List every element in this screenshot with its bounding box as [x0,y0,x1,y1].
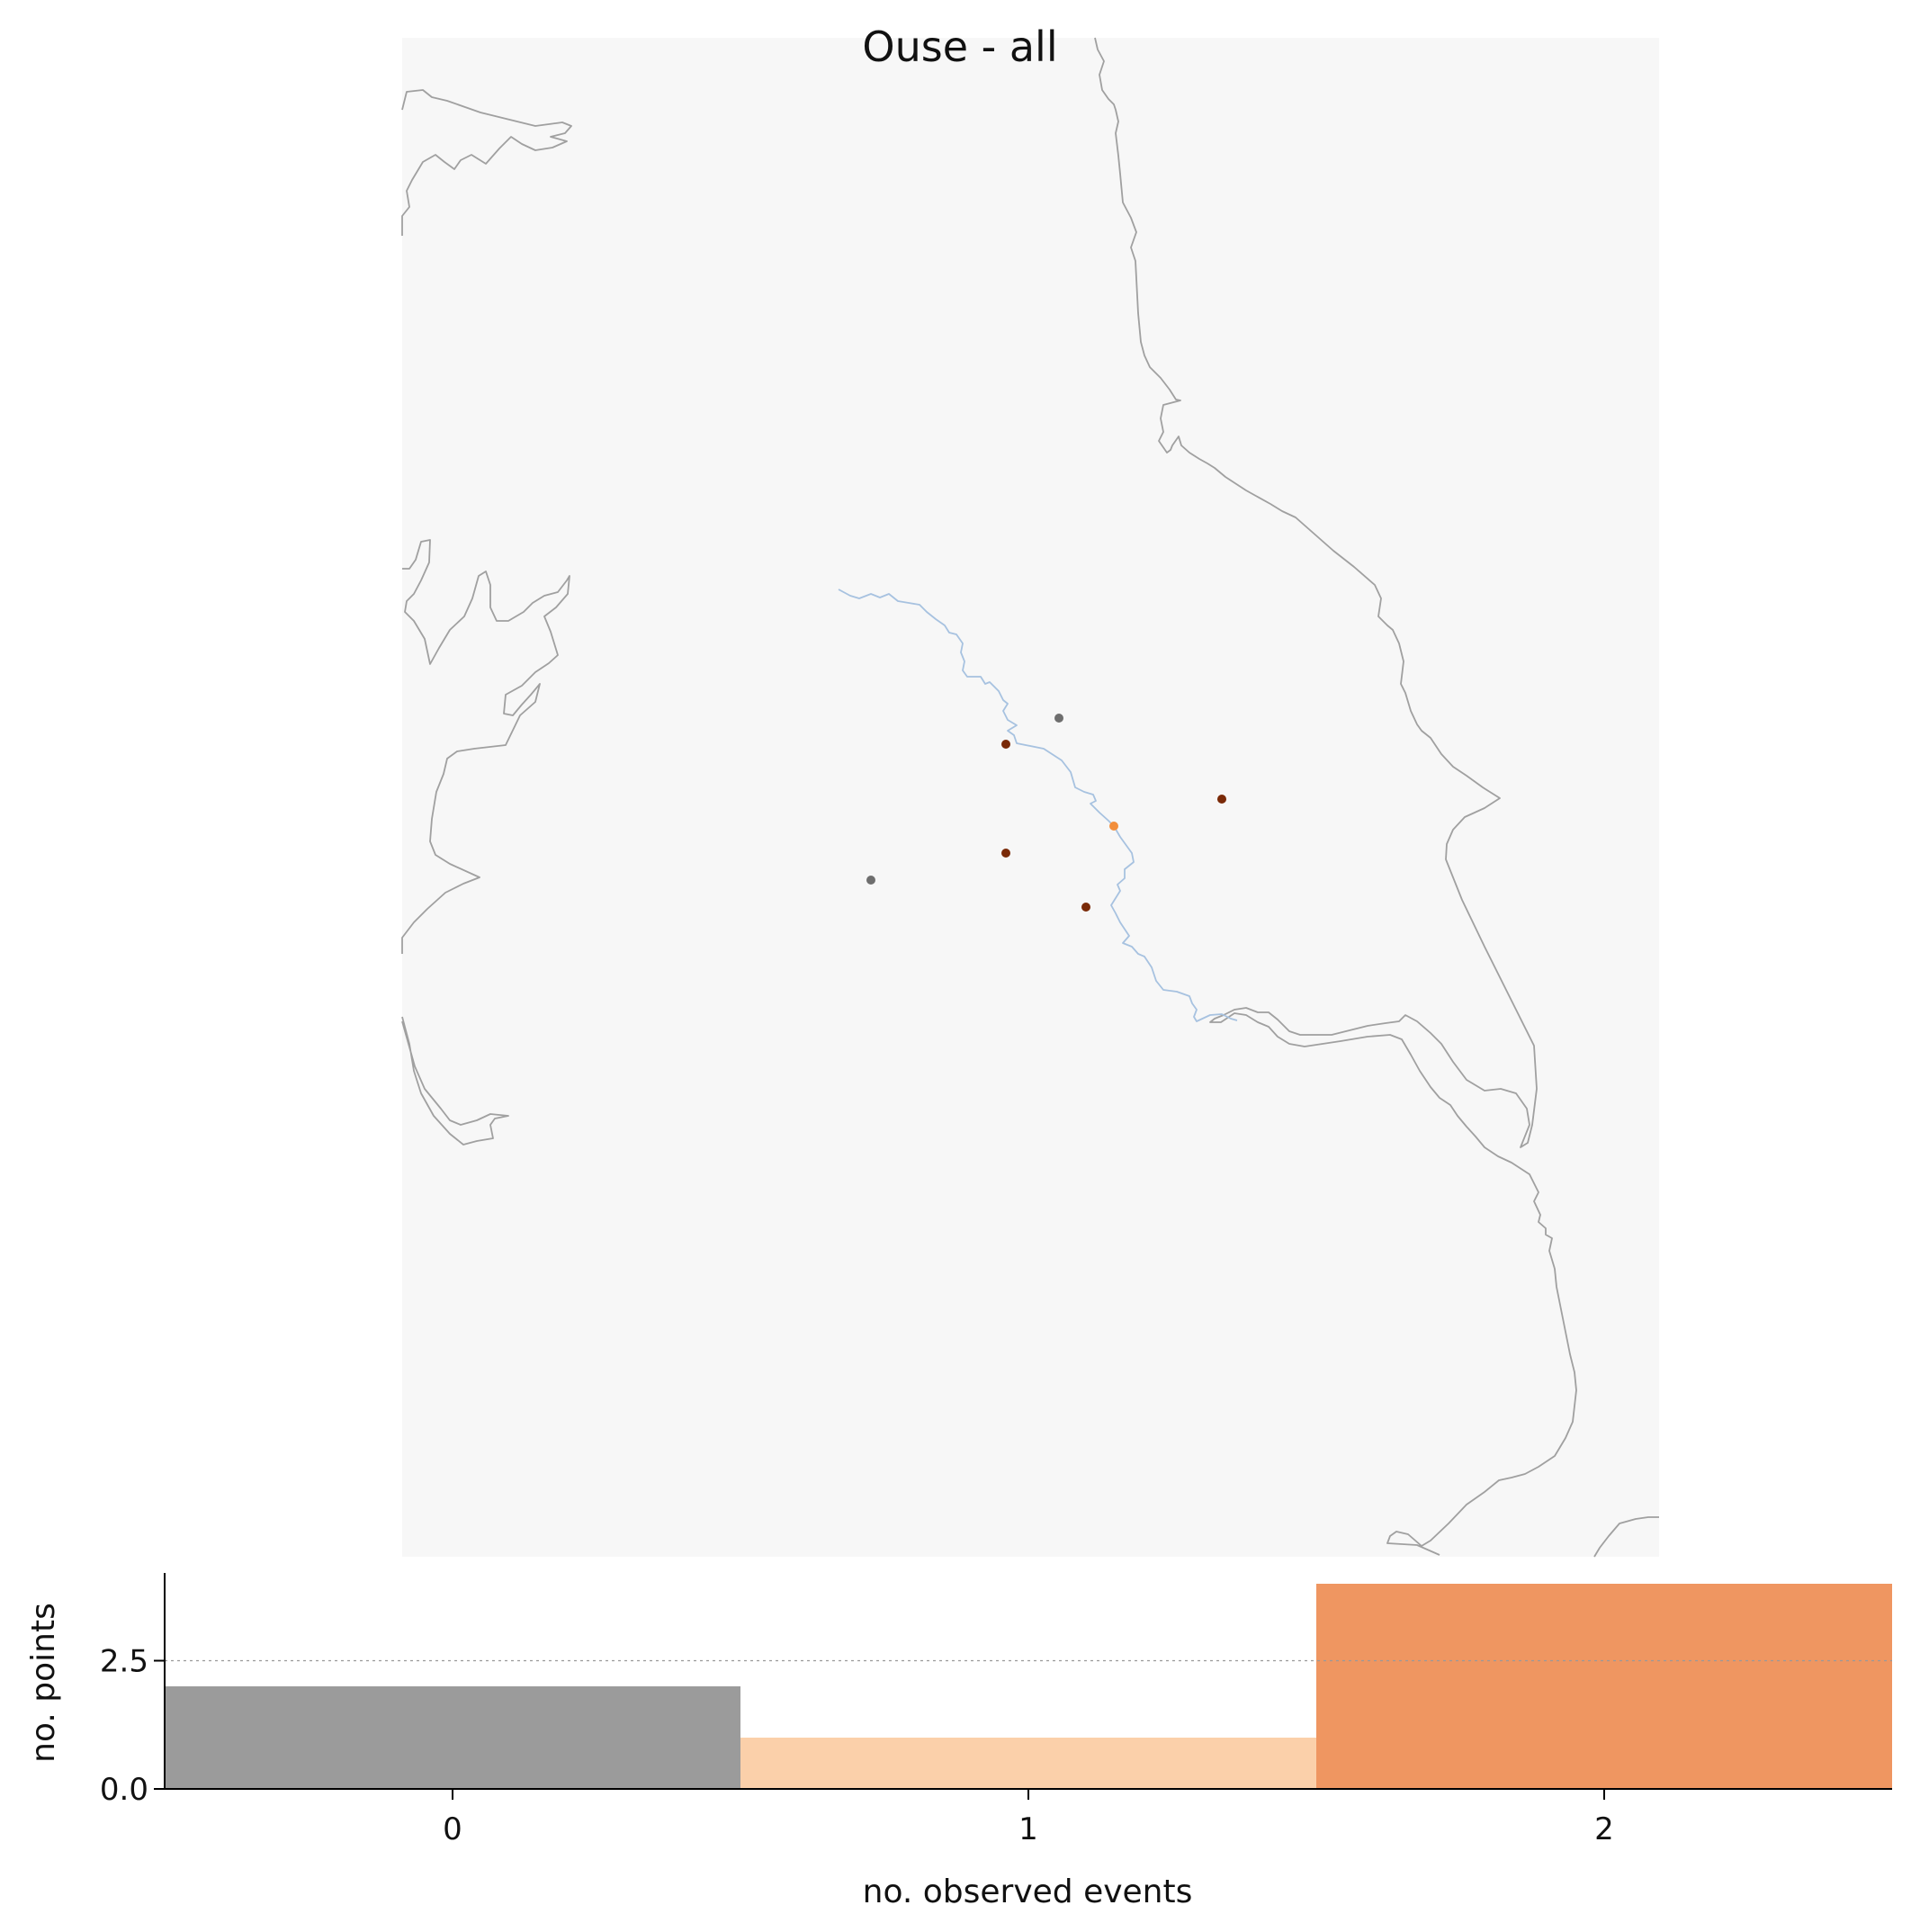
river-ouse [838,589,1238,1022]
station-marker [1081,903,1090,912]
x-axis-label: no. observed events [863,1874,1193,1910]
histogram-bar [165,1686,740,1789]
coastline-west-bay [401,539,570,954]
station-marker [1217,795,1226,804]
x-ticks: 0 1 2 [443,1789,1614,1847]
coastline-southeast [1593,1516,1659,1558]
y-ticks: 0.0 2.5 [100,1644,165,1808]
map-panel [401,37,1659,1558]
x-tick-label: 1 [1018,1811,1038,1847]
histogram-bars [165,1584,1892,1789]
chart-title: Ouse - all [862,22,1057,71]
station-marker [1001,849,1010,858]
coastline [401,37,1659,1558]
coastline-northwest [401,89,572,236]
station-marker [1054,714,1063,723]
station-markers [866,714,1226,912]
y-tick-label: 2.5 [100,1644,148,1680]
x-tick-label: 2 [1594,1811,1614,1847]
coastline-southwest [401,1016,509,1146]
station-marker [1001,740,1010,749]
y-tick-label: 0.0 [100,1772,148,1808]
coastline-east [1094,37,1577,1556]
map-background [402,38,1659,1557]
y-axis-label: no. points [25,1603,62,1763]
histogram-panel: 0.0 2.5 0 1 2 no. observed events no. point… [25,1573,1892,1910]
x-tick-label: 0 [443,1811,462,1847]
station-marker [866,876,875,885]
station-marker [1109,822,1118,831]
histogram-bar [1316,1584,1892,1789]
histogram-bar [740,1738,1316,1789]
